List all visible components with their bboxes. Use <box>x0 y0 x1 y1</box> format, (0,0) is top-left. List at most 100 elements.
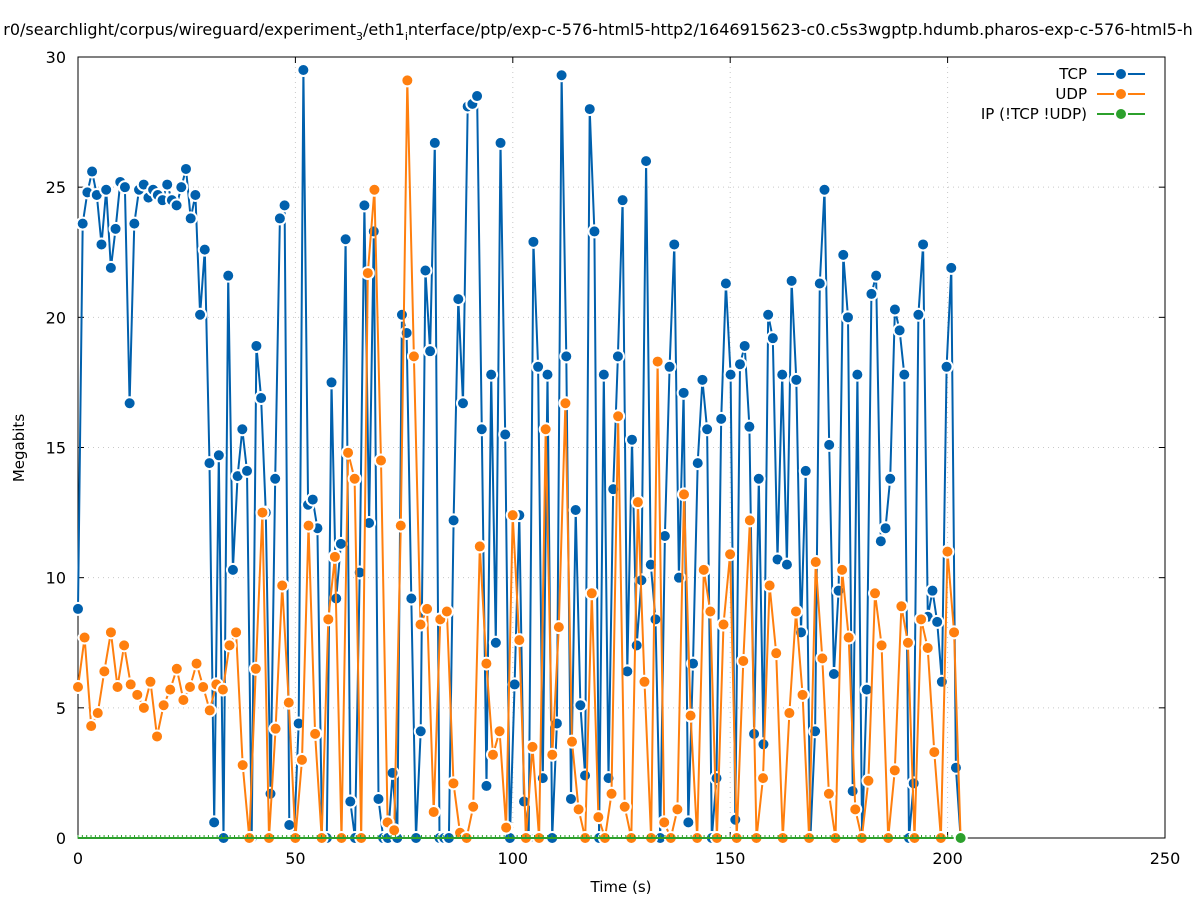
udp-point <box>281 695 296 710</box>
udp-point <box>248 661 263 676</box>
tcp-point <box>629 638 644 653</box>
legend-label-udp: UDP <box>1055 85 1087 103</box>
udp-point <box>492 724 507 739</box>
x-tick-label: 50 <box>285 849 305 868</box>
udp-point <box>696 562 711 577</box>
tcp-point <box>911 307 926 322</box>
udp-point <box>275 578 290 593</box>
tcp-point <box>892 323 907 338</box>
tcp-point <box>117 180 132 195</box>
udp-point <box>90 706 105 721</box>
y-axis-label: Megabits <box>10 414 28 482</box>
x-tick-label: 0 <box>73 849 83 868</box>
tcp-point <box>700 422 715 437</box>
tcp-point <box>826 666 841 681</box>
y-tick-label: 5 <box>56 699 66 718</box>
udp-point <box>841 630 856 645</box>
udp-point <box>861 773 876 788</box>
tcp-point <box>840 310 855 325</box>
x-tick-label: 250 <box>1150 849 1181 868</box>
tcp-point <box>859 682 874 697</box>
udp-point <box>657 815 672 830</box>
tcp-point <box>296 63 311 78</box>
tcp-point <box>845 784 860 799</box>
series-ip-tcp-udp <box>77 831 968 845</box>
y-tick-label: 15 <box>46 439 66 458</box>
udp-point <box>387 823 402 838</box>
udp-point <box>268 721 283 736</box>
tcp-point <box>207 815 222 830</box>
tcp-point <box>709 771 724 786</box>
x-tick-label: 200 <box>932 849 963 868</box>
udp-point <box>505 508 520 523</box>
tcp-point <box>784 273 799 288</box>
tcp-point <box>249 338 264 353</box>
udp-point <box>808 555 823 570</box>
udp-point <box>420 601 435 616</box>
tcp-point <box>470 89 485 104</box>
udp-point <box>169 661 184 676</box>
udp-point <box>736 653 751 668</box>
tcp-point <box>535 771 550 786</box>
tcp-point <box>385 765 400 780</box>
tcp-point <box>596 367 611 382</box>
tcp-point <box>240 463 255 478</box>
grid <box>78 57 1165 838</box>
tcp-point <box>75 216 90 231</box>
legend-label-tcp: TCP <box>1058 65 1087 83</box>
udp-point <box>927 745 942 760</box>
udp-point <box>182 680 197 695</box>
udp-point <box>756 771 771 786</box>
tcp-point <box>812 276 827 291</box>
udp-point <box>215 682 230 697</box>
tcp-point <box>695 372 710 387</box>
tcp-point <box>268 471 283 486</box>
tcp-point <box>282 817 297 832</box>
udp-point <box>103 625 118 640</box>
tcp-point <box>751 471 766 486</box>
tcp-point <box>404 591 419 606</box>
tcp-point <box>488 635 503 650</box>
tcp-point <box>620 664 635 679</box>
udp-point <box>150 729 165 744</box>
udp-point <box>479 656 494 671</box>
tcp-point <box>582 102 597 117</box>
tcp-point <box>451 292 466 307</box>
tcp-point <box>338 232 353 247</box>
udp-point <box>156 698 171 713</box>
udp-point <box>229 625 244 640</box>
udp-point <box>868 586 883 601</box>
tcp-point <box>343 794 358 809</box>
udp-point <box>821 786 836 801</box>
tcp-point <box>493 135 508 150</box>
tcp-point <box>737 338 752 353</box>
tcp-point <box>85 164 100 179</box>
tcp-point <box>643 557 658 572</box>
udp-point <box>472 539 487 554</box>
udp-point <box>400 73 415 88</box>
tcp-point <box>789 372 804 387</box>
udp-point <box>130 687 145 702</box>
tcp-point <box>427 135 442 150</box>
udp-point <box>591 810 606 825</box>
tcp-point <box>624 432 639 447</box>
udp-point <box>71 680 85 695</box>
y-tick-label: 30 <box>46 48 66 67</box>
udp-point <box>189 656 204 671</box>
udp-point <box>373 453 388 468</box>
x-tick-label: 150 <box>715 849 746 868</box>
tcp-point <box>254 391 269 406</box>
tcp-point <box>639 154 654 169</box>
tcp-point <box>333 536 348 551</box>
tcp-point <box>371 791 386 806</box>
udp-point <box>769 646 784 661</box>
tcp-point <box>676 385 691 400</box>
tcp-point <box>798 463 813 478</box>
udp-point <box>367 182 382 197</box>
tcp-point <box>324 375 339 390</box>
tcp-point <box>610 349 625 364</box>
udp-point <box>321 612 336 627</box>
udp-point <box>874 638 889 653</box>
tcp-point <box>103 260 118 275</box>
